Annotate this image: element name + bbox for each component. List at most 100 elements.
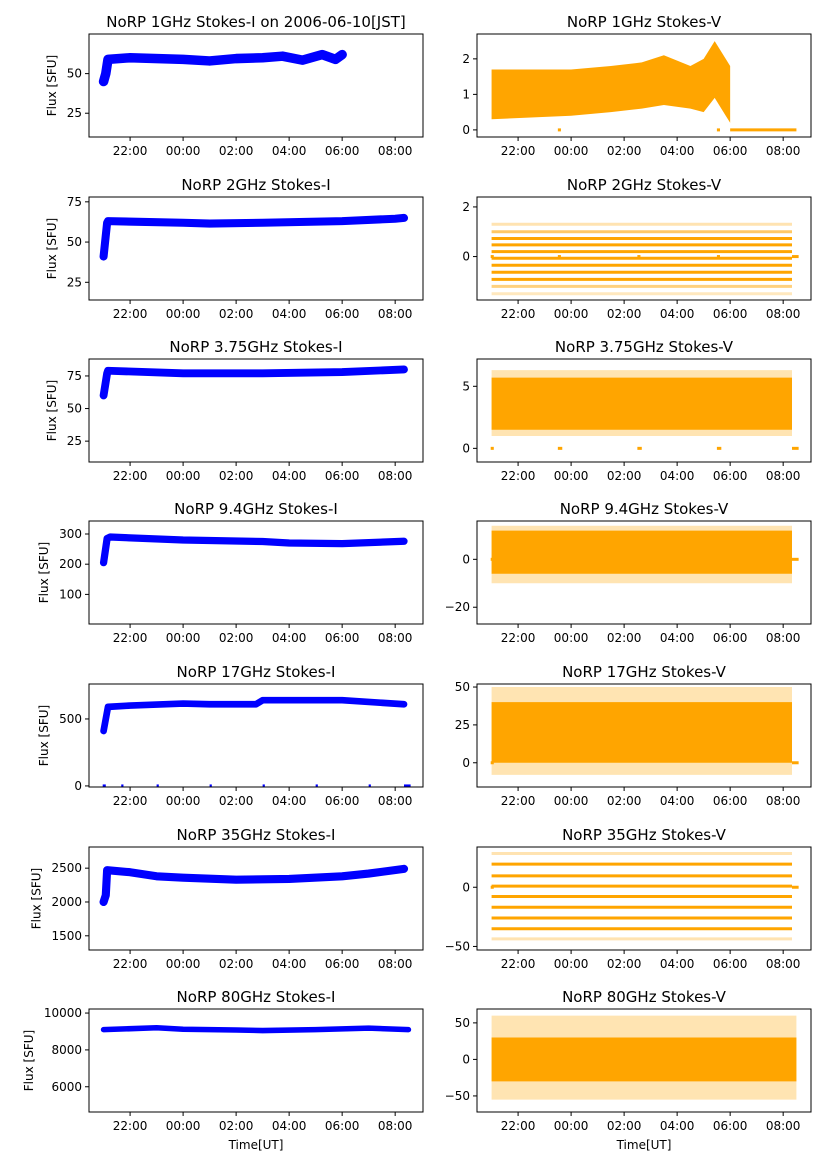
data-series	[99, 864, 409, 907]
x-axis-label: Time[UT]	[228, 1138, 284, 1152]
x-tick-label: 02:00	[219, 957, 254, 971]
x-tick-label: 02:00	[219, 794, 254, 808]
x-tick-label: 08:00	[766, 957, 801, 971]
x-tick-label: 02:00	[607, 957, 642, 971]
y-tick-label: 1500	[51, 929, 82, 943]
y-tick-label: 50	[67, 67, 82, 81]
plot-area	[491, 41, 797, 132]
x-tick-label: 08:00	[378, 307, 413, 321]
subplot-6: 22:00 00:00 02:00 04:00 06:00 08:00 100 200 300 N…	[37, 500, 424, 645]
y-tick-label: −50	[445, 1089, 470, 1103]
axes-frame	[88, 683, 424, 788]
subplot-title: NoRP 9.4GHz Stokes-V	[560, 500, 729, 518]
axes-frame	[88, 196, 424, 301]
x-tick-label: 08:00	[766, 307, 801, 321]
x-tick-label: 22:00	[501, 957, 536, 971]
x-tick-label: 00:00	[166, 957, 201, 971]
x-tick-label: 22:00	[113, 957, 148, 971]
x-tick-label: 00:00	[554, 794, 589, 808]
x-tick-label: 00:00	[166, 794, 201, 808]
x-tick-label: 00:00	[554, 307, 589, 321]
x-tick-label: 22:00	[113, 469, 148, 483]
x-tick-label: 02:00	[607, 144, 642, 158]
scatter-envelope	[491, 702, 793, 763]
subplot-12: 22:00 00:00 02:00 04:00 06:00 08:00 6000 8000 10…	[22, 988, 424, 1152]
subplot-title: NoRP 2GHz Stokes-I	[181, 176, 330, 194]
y-tick-label: 50	[455, 680, 470, 694]
x-tick-label: 08:00	[378, 957, 413, 971]
plot-area	[99, 365, 408, 400]
y-axis-label: Flux [SFU]	[45, 218, 59, 279]
y-tick-label: 500	[59, 712, 82, 726]
y-tick-label: 0	[462, 1052, 470, 1066]
x-tick-label: 22:00	[113, 794, 148, 808]
subplot-title: NoRP 3.75GHz Stokes-I	[169, 338, 342, 356]
x-tick-label: 02:00	[219, 631, 254, 645]
subplot-0: 22:00 00:00 02:00 04:00 06:00 08:00 25 50 NoRP 1…	[45, 13, 424, 158]
subplot-title: NoRP 3.75GHz Stokes-V	[555, 338, 734, 356]
x-tick-label: 08:00	[766, 469, 801, 483]
subplot-title: NoRP 80GHz Stokes-V	[562, 988, 727, 1006]
y-axis-label: Flux [SFU]	[45, 380, 59, 441]
plot-area	[100, 1025, 412, 1034]
axes-frame	[476, 1008, 812, 1113]
x-tick-label: 22:00	[501, 794, 536, 808]
y-tick-label: 5	[462, 379, 470, 393]
x-tick-label: 22:00	[501, 1119, 536, 1133]
x-tick-label: 00:00	[554, 469, 589, 483]
subplot-11: 22:00 00:00 02:00 04:00 06:00 08:00 −50 0 NoRP 3…	[445, 826, 812, 971]
subplot-title: NoRP 17GHz Stokes-I	[177, 663, 336, 681]
x-tick-label: 06:00	[325, 469, 360, 483]
y-tick-label: 75	[67, 369, 82, 383]
y-tick-label: 50	[67, 235, 82, 249]
y-axis-label: Flux [SFU]	[30, 868, 44, 929]
x-tick-label: 06:00	[325, 307, 360, 321]
subplot-title: NoRP 1GHz Stokes-I on 2006-06-10[JST]	[106, 13, 406, 31]
x-tick-label: 04:00	[660, 631, 695, 645]
x-tick-label: 02:00	[607, 794, 642, 808]
plot-area	[490, 525, 799, 584]
subplot-13: 22:00 00:00 02:00 04:00 06:00 08:00 −50 0 50 NoRP…	[445, 988, 812, 1152]
y-tick-label: 0	[462, 123, 470, 137]
y-tick-label: 50	[455, 1016, 470, 1030]
x-tick-label: 04:00	[660, 957, 695, 971]
axes-frame	[476, 358, 812, 463]
plot-area	[100, 696, 411, 787]
plot-area	[490, 687, 799, 775]
x-tick-label: 08:00	[378, 469, 413, 483]
y-tick-label: −50	[445, 939, 470, 953]
y-tick-label: −20	[445, 600, 470, 614]
y-axis-label: Flux [SFU]	[45, 55, 59, 116]
axes-frame	[476, 33, 812, 138]
x-axis-label: Time[UT]	[616, 1138, 672, 1152]
y-axis-label: Flux [SFU]	[37, 542, 51, 603]
y-tick-label: 0	[462, 880, 470, 894]
x-tick-label: 08:00	[766, 1119, 801, 1133]
x-tick-label: 04:00	[660, 469, 695, 483]
x-tick-label: 06:00	[713, 469, 748, 483]
y-tick-label: 0	[462, 756, 470, 770]
subplot-3: 22:00 00:00 02:00 04:00 06:00 08:00 0 2 NoRP 2GH…	[462, 176, 812, 321]
x-tick-label: 06:00	[713, 631, 748, 645]
subplot-1: 22:00 00:00 02:00 04:00 06:00 08:00 0 1 2 NoRP 1G…	[462, 13, 812, 158]
subplot-5: 22:00 00:00 02:00 04:00 06:00 08:00 0 5 NoRP 3.7…	[462, 338, 812, 483]
y-tick-label: 200	[59, 557, 82, 571]
axes-frame	[476, 846, 812, 951]
x-tick-label: 08:00	[766, 144, 801, 158]
x-tick-label: 04:00	[660, 144, 695, 158]
x-tick-label: 04:00	[272, 794, 307, 808]
x-tick-label: 08:00	[378, 794, 413, 808]
plot-area	[490, 370, 799, 450]
subplot-2: 22:00 00:00 02:00 04:00 06:00 08:00 25 50 75 NoRP…	[45, 176, 424, 321]
axes-frame	[476, 520, 812, 625]
x-tick-label: 04:00	[660, 794, 695, 808]
scatter-envelope	[491, 1037, 797, 1082]
x-tick-label: 06:00	[325, 1119, 360, 1133]
axes-frame	[88, 520, 424, 625]
x-tick-label: 02:00	[607, 1119, 642, 1133]
x-tick-label: 06:00	[713, 144, 748, 158]
axes-frame	[88, 846, 424, 951]
axes-frame	[88, 1008, 424, 1113]
scatter-envelope	[491, 530, 793, 574]
y-tick-label: 25	[455, 718, 470, 732]
